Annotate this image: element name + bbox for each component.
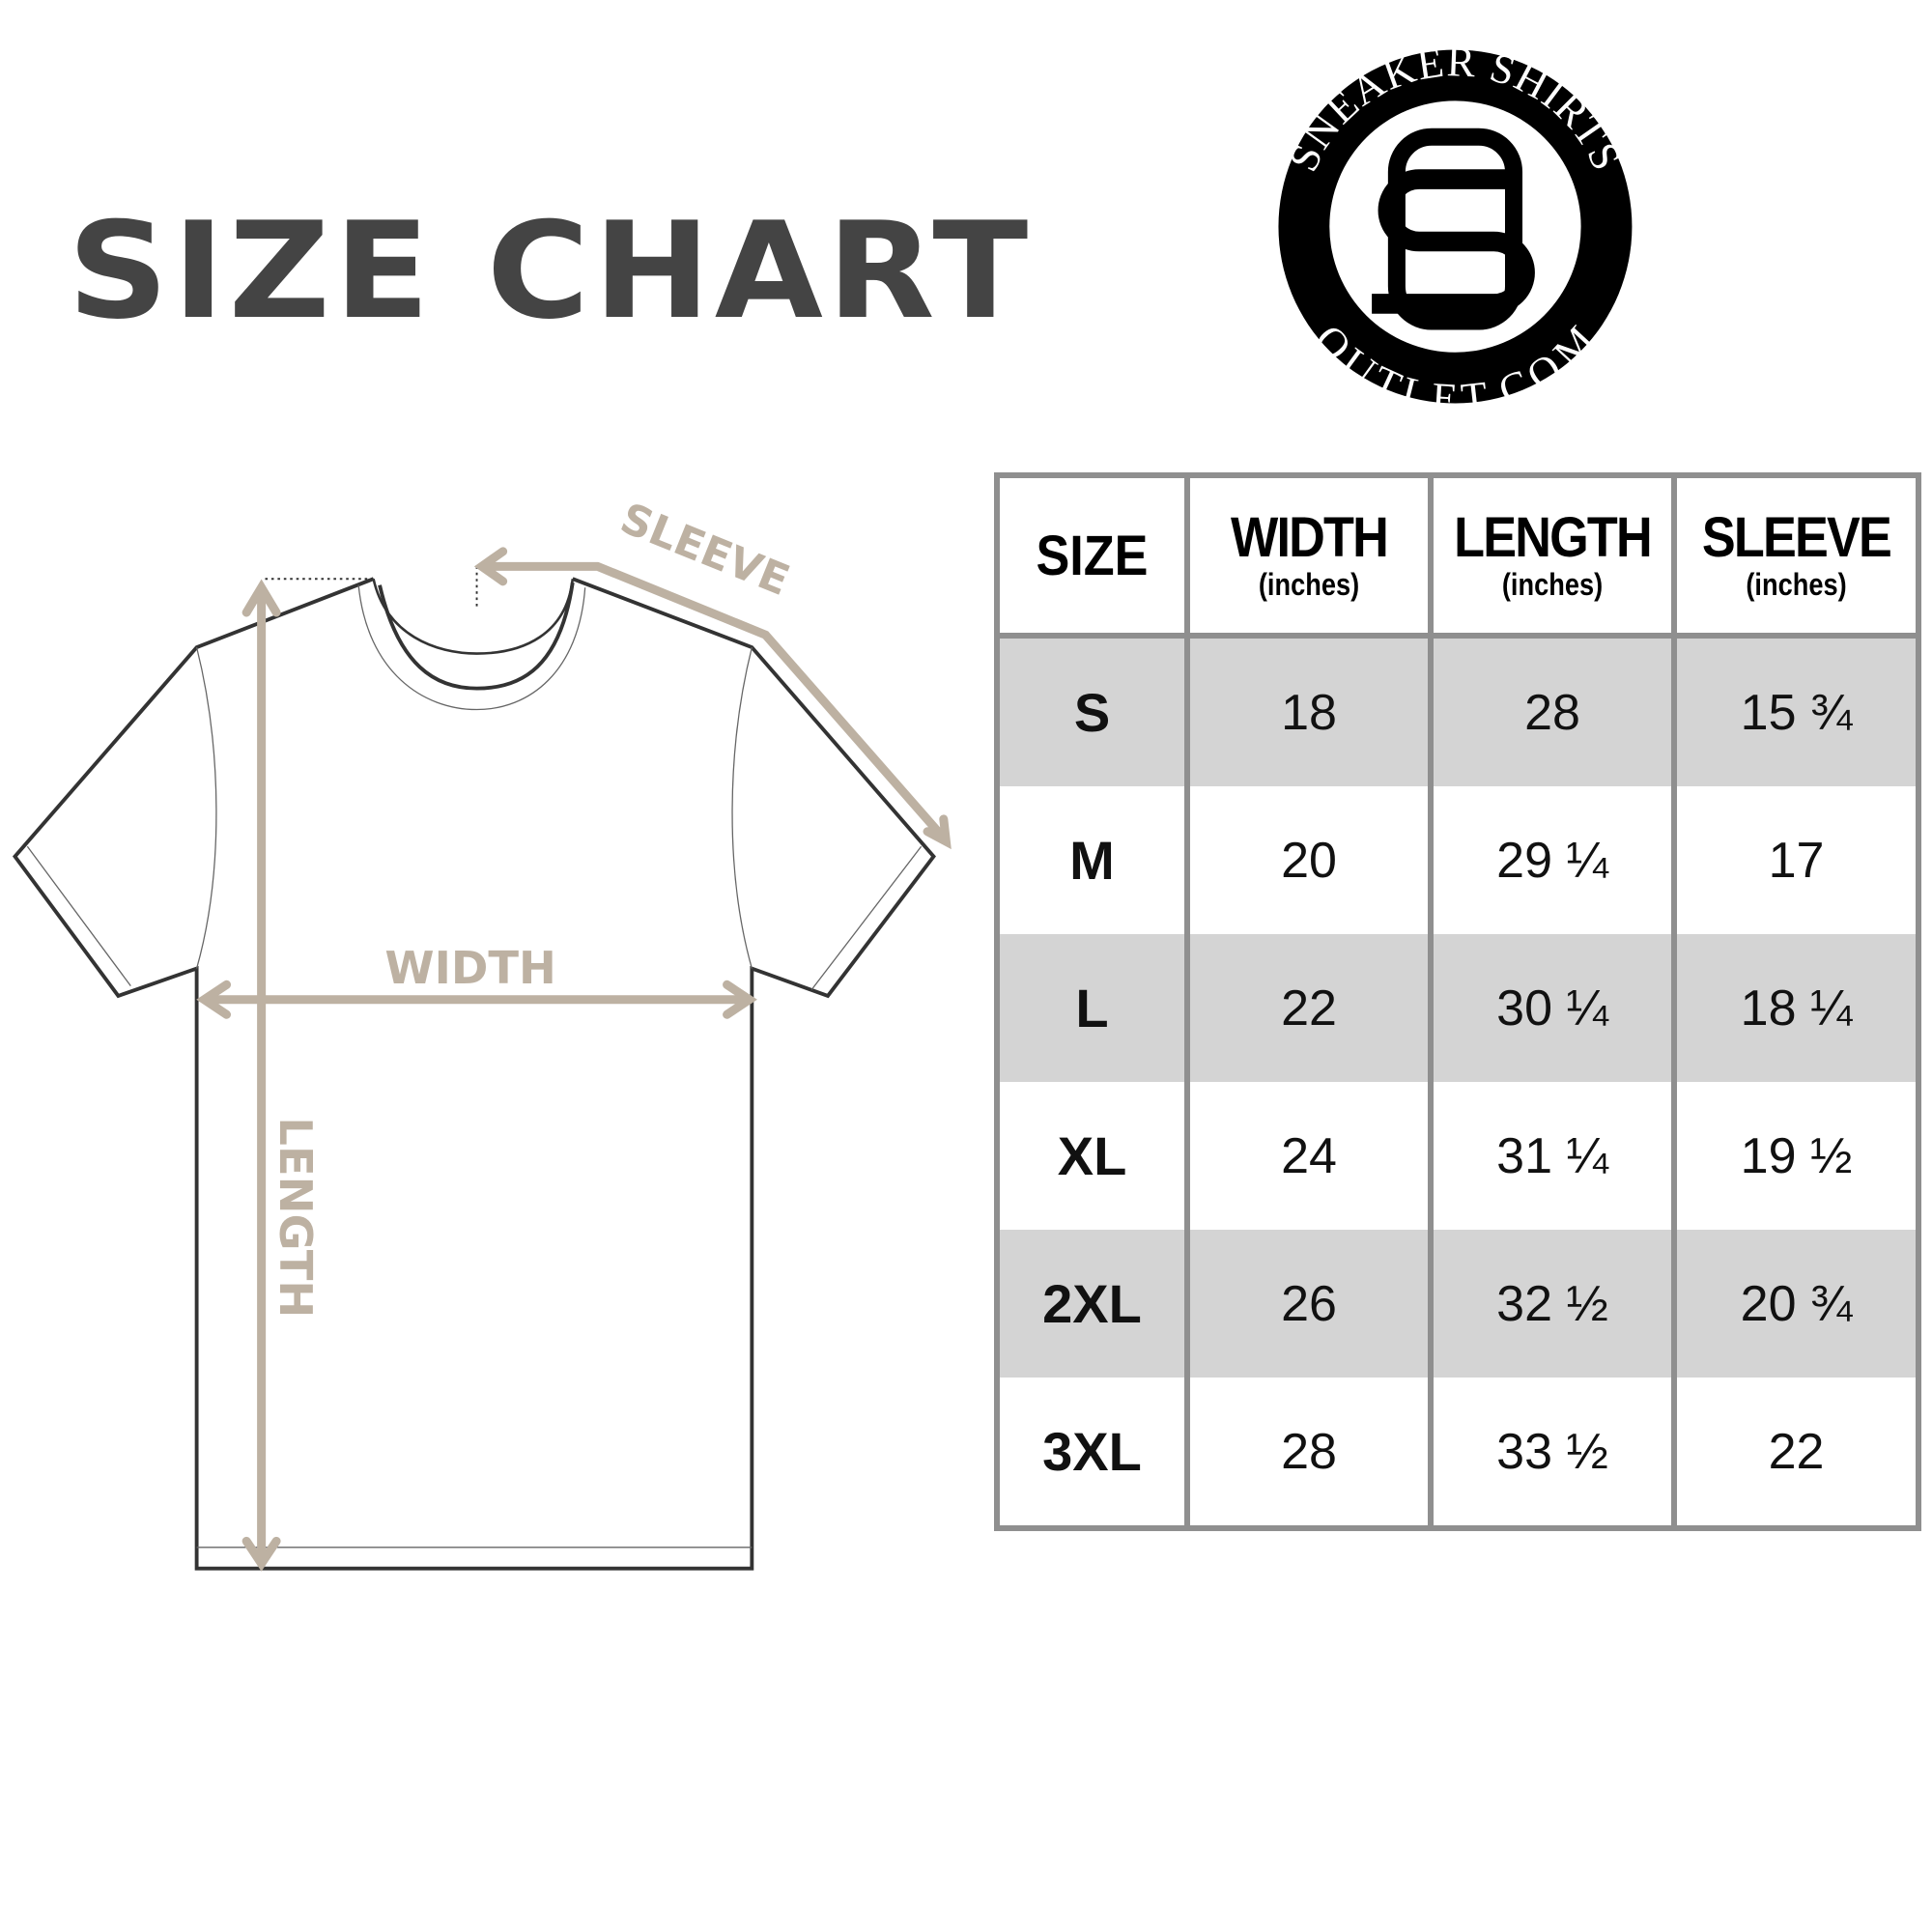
cell-size: XL bbox=[994, 1082, 1190, 1230]
table-row: S 18 28 15 ¾ bbox=[994, 636, 1921, 786]
cell-length: 33 ½ bbox=[1428, 1378, 1677, 1531]
table-row: 2XL 26 32 ½ 20 ¾ bbox=[994, 1230, 1921, 1378]
cell-sleeve: 15 ¾ bbox=[1671, 636, 1921, 786]
table-row: M 20 29 ¼ 17 bbox=[994, 786, 1921, 934]
header-width: WIDTH (inches) bbox=[1184, 472, 1434, 639]
cell-sleeve: 22 bbox=[1671, 1378, 1921, 1531]
header-length: LENGTH (inches) bbox=[1428, 472, 1677, 639]
collar-outer bbox=[372, 578, 575, 655]
neckline bbox=[378, 582, 575, 691]
brand-logo: SNEAKER SHIRTS OUTLET.COM bbox=[1278, 39, 1633, 422]
cell-size: S bbox=[994, 636, 1190, 786]
cell-width: 20 bbox=[1184, 786, 1434, 934]
cell-length: 32 ½ bbox=[1428, 1230, 1677, 1378]
tshirt-outline bbox=[12, 577, 936, 1571]
cell-size: M bbox=[994, 786, 1190, 934]
cell-size: 2XL bbox=[994, 1230, 1190, 1378]
width-label: WIDTH bbox=[384, 942, 555, 994]
cell-sleeve: 17 bbox=[1671, 786, 1921, 934]
cell-width: 22 bbox=[1184, 934, 1434, 1082]
table-row: L 22 30 ¼ 18 ¼ bbox=[994, 934, 1921, 1082]
measure-guides bbox=[265, 566, 478, 611]
page-title: SIZE CHART bbox=[68, 193, 1033, 349]
header-size: SIZE bbox=[994, 472, 1190, 639]
cell-width: 26 bbox=[1184, 1230, 1434, 1378]
sleeve-label: SLEEVE bbox=[613, 494, 796, 606]
cell-width: 24 bbox=[1184, 1082, 1434, 1230]
cell-length: 28 bbox=[1428, 636, 1677, 786]
cell-length: 30 ¼ bbox=[1428, 934, 1677, 1082]
monogram-o bbox=[1387, 128, 1523, 330]
width-arrow bbox=[196, 980, 757, 1019]
sleeve-arrow bbox=[473, 547, 952, 850]
cell-width: 18 bbox=[1184, 636, 1434, 786]
cell-length: 31 ¼ bbox=[1428, 1082, 1677, 1230]
header-sleeve: SLEEVE (inches) bbox=[1671, 472, 1921, 639]
table-row: XL 24 31 ¼ 19 ½ bbox=[994, 1082, 1921, 1230]
cell-width: 28 bbox=[1184, 1378, 1434, 1531]
table-header-row: SIZE WIDTH (inches) LENGTH (inches) SLEEVE… bbox=[994, 472, 1921, 639]
cell-size: 3XL bbox=[994, 1378, 1190, 1531]
size-table: SIZE WIDTH (inches) LENGTH (inches) SLEEVE… bbox=[994, 472, 1921, 1531]
collar-inner bbox=[357, 584, 586, 711]
cell-length: 29 ¼ bbox=[1428, 786, 1677, 934]
length-label: LENGTH bbox=[270, 1117, 322, 1318]
cell-sleeve: 18 ¼ bbox=[1671, 934, 1921, 1082]
table-row: 3XL 28 33 ½ 22 bbox=[994, 1378, 1921, 1531]
length-arrow bbox=[242, 579, 281, 1572]
seam-lines bbox=[26, 646, 923, 1548]
cell-sleeve: 19 ½ bbox=[1671, 1082, 1921, 1230]
cell-size: L bbox=[994, 934, 1190, 1082]
cell-sleeve: 20 ¾ bbox=[1671, 1230, 1921, 1378]
monogram-s bbox=[1372, 169, 1535, 314]
